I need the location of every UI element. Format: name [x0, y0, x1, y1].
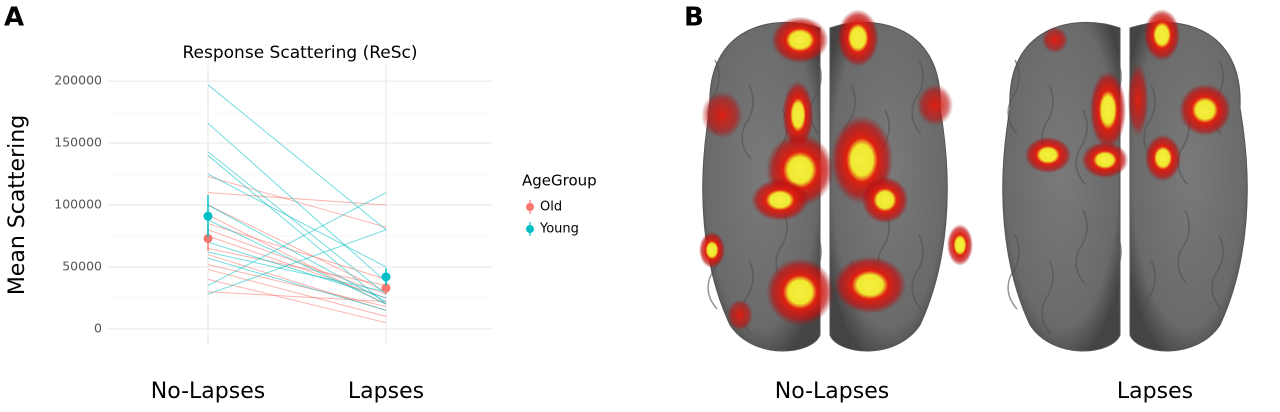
- subject-line: [207, 192, 387, 286]
- sulcus: [1007, 234, 1020, 310]
- activation: [1179, 84, 1231, 136]
- activation: [916, 84, 954, 126]
- sulcus: [1211, 234, 1224, 310]
- y-tick-label: 100000: [54, 197, 102, 212]
- y-tick-label: 50000: [62, 258, 102, 273]
- sulcus: [1177, 209, 1190, 285]
- subject-line: [207, 229, 387, 295]
- sulcus: [911, 59, 924, 135]
- subject-line: [207, 257, 387, 311]
- sulcus: [741, 84, 754, 160]
- subject-line: [207, 291, 387, 303]
- mean-point: [381, 283, 391, 293]
- activation: [699, 231, 725, 269]
- sulcus: [1143, 259, 1156, 335]
- x-tick-label: Lapses: [348, 379, 424, 404]
- activation: [1089, 71, 1127, 149]
- legend-key: [526, 225, 534, 233]
- legend-key: [526, 203, 534, 211]
- mean-point: [203, 233, 213, 243]
- subject-line: [207, 151, 387, 295]
- subject-line: [207, 155, 387, 305]
- activation: [1127, 63, 1149, 137]
- sulcus: [1007, 59, 1020, 135]
- subject-line: [207, 268, 387, 317]
- subject-line: [207, 278, 387, 324]
- x-tick-label: No-Lapses: [151, 379, 265, 404]
- hemisphere: [1129, 21, 1248, 352]
- activation: [701, 91, 743, 139]
- legend-title: AgeGroup: [522, 172, 597, 190]
- activation: [1144, 134, 1182, 182]
- activation: [837, 9, 879, 67]
- activation: [766, 258, 834, 326]
- y-tick-label: 150000: [54, 135, 102, 150]
- panel-label: A: [4, 3, 24, 33]
- brain-images: [699, 9, 1248, 352]
- activation: [771, 16, 829, 64]
- subject-line: [207, 84, 387, 231]
- brain-caption: No-Lapses: [775, 379, 889, 404]
- subject-line: [207, 122, 387, 283]
- legend-label: Young: [539, 222, 579, 237]
- subject-line: [207, 173, 387, 268]
- activation: [727, 299, 753, 331]
- activation: [782, 81, 814, 149]
- hemisphere: [1002, 21, 1121, 352]
- activation: [947, 224, 973, 266]
- subject-line: [207, 251, 387, 293]
- mean-point: [203, 211, 213, 221]
- chart-title: Response Scattering (ReSc): [183, 43, 418, 63]
- subject-line: [207, 204, 387, 293]
- activation: [1143, 9, 1181, 61]
- sulcus: [1041, 259, 1054, 335]
- plot: 0 50000 100000 150000 200000 No-Lapses Lapses O…: [54, 65, 579, 404]
- y-tick-label: 0: [94, 320, 102, 335]
- activation: [1024, 136, 1072, 174]
- sulcus: [1109, 234, 1122, 310]
- activation: [751, 179, 809, 221]
- panel-label: B: [684, 3, 704, 33]
- activation: [1081, 141, 1129, 179]
- activation: [833, 256, 907, 314]
- sulcus: [911, 234, 924, 310]
- sulcus: [1075, 109, 1088, 185]
- activation: [1042, 27, 1068, 53]
- y-tick-label: 200000: [54, 73, 102, 88]
- legend-label: Old: [540, 200, 562, 215]
- subject-line: [207, 214, 387, 305]
- subject-line: [207, 254, 387, 311]
- activation: [861, 176, 909, 224]
- y-axis-label: Mean Scattering: [5, 115, 30, 295]
- subject-line: [207, 192, 387, 206]
- subject-line: [207, 241, 387, 299]
- sulcus: [1075, 209, 1088, 285]
- mean-point: [381, 272, 391, 282]
- brain-caption: Lapses: [1117, 379, 1193, 404]
